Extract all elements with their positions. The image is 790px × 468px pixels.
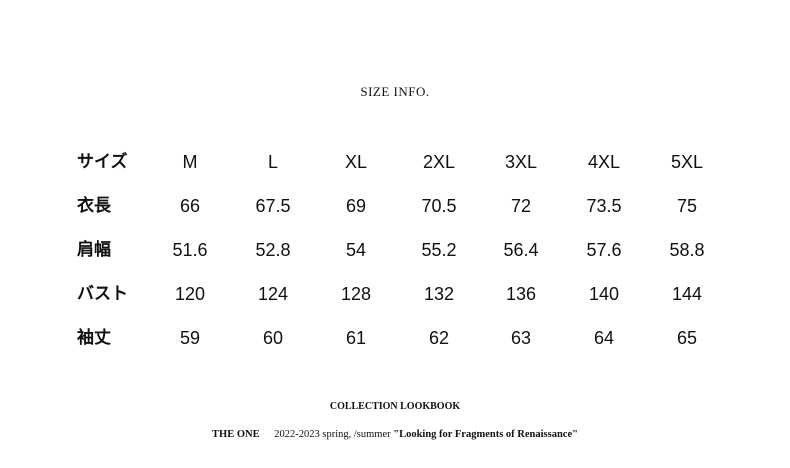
table-cell: 144 xyxy=(671,284,703,304)
table-cell: 57.6 xyxy=(586,240,622,260)
table-cell: 124 xyxy=(257,284,289,304)
table-cell: L xyxy=(267,152,278,172)
row-label: サイズ xyxy=(77,152,128,172)
table-cell: 64 xyxy=(593,328,615,348)
table-cell: 59 xyxy=(179,328,201,348)
row-label: バスト xyxy=(77,284,128,304)
table-cell: 75 xyxy=(676,196,698,216)
table-cell: 3XL xyxy=(504,152,538,172)
table-cell: 120 xyxy=(174,284,206,304)
row-label: 衣長 xyxy=(77,196,111,216)
table-row: サイズ M L XL 2XL 3XL 4XL 5XL xyxy=(0,147,790,177)
table-row: 衣長 66 67.5 69 70.5 72 73.5 75 xyxy=(0,191,790,221)
table-cell: 69 xyxy=(345,196,367,216)
table-cell: 4XL xyxy=(587,152,621,172)
footer-line: THE ONE 2022-2023 spring, /summer "Looki… xyxy=(0,429,790,440)
table-cell: 70.5 xyxy=(421,196,457,216)
table-cell: 67.5 xyxy=(255,196,291,216)
table-cell: 56.4 xyxy=(503,240,539,260)
table-cell: 66 xyxy=(179,196,201,216)
table-row: 袖丈 59 60 61 62 63 64 65 xyxy=(0,323,790,353)
table-cell: 73.5 xyxy=(586,196,622,216)
table-cell: 52.8 xyxy=(255,240,291,260)
row-label: 袖丈 xyxy=(77,328,111,348)
table-cell: 62 xyxy=(428,328,450,348)
table-cell: 58.8 xyxy=(669,240,705,260)
table-cell: 136 xyxy=(505,284,537,304)
table-cell: XL xyxy=(344,152,368,172)
table-cell: 72 xyxy=(510,196,532,216)
table-row: バスト 120 124 128 132 136 140 144 xyxy=(0,279,790,309)
table-row: 肩幅 51.6 52.8 54 55.2 56.4 57.6 58.8 xyxy=(0,235,790,265)
table-cell: 132 xyxy=(423,284,455,304)
table-cell: 140 xyxy=(588,284,620,304)
table-cell: 51.6 xyxy=(172,240,208,260)
size-info-title: SIZE INFO. xyxy=(360,84,430,99)
table-cell: 54 xyxy=(345,240,367,260)
table-cell: 60 xyxy=(262,328,284,348)
table-cell: 65 xyxy=(676,328,698,348)
table-cell: 61 xyxy=(345,328,367,348)
footer-collection: "Looking for Fragments of Renaissance" xyxy=(393,429,578,440)
footer-brand: THE ONE xyxy=(212,429,260,440)
footer-heading: COLLECTION LOOKBOOK xyxy=(329,401,461,412)
table-cell: 2XL xyxy=(422,152,456,172)
table-cell: 128 xyxy=(340,284,372,304)
table-cell: 5XL xyxy=(670,152,704,172)
table-cell: 55.2 xyxy=(421,240,457,260)
table-cell: 63 xyxy=(510,328,532,348)
footer-season: 2022-2023 spring, /summer xyxy=(274,429,391,440)
row-label: 肩幅 xyxy=(77,240,111,260)
table-cell: M xyxy=(182,152,198,172)
